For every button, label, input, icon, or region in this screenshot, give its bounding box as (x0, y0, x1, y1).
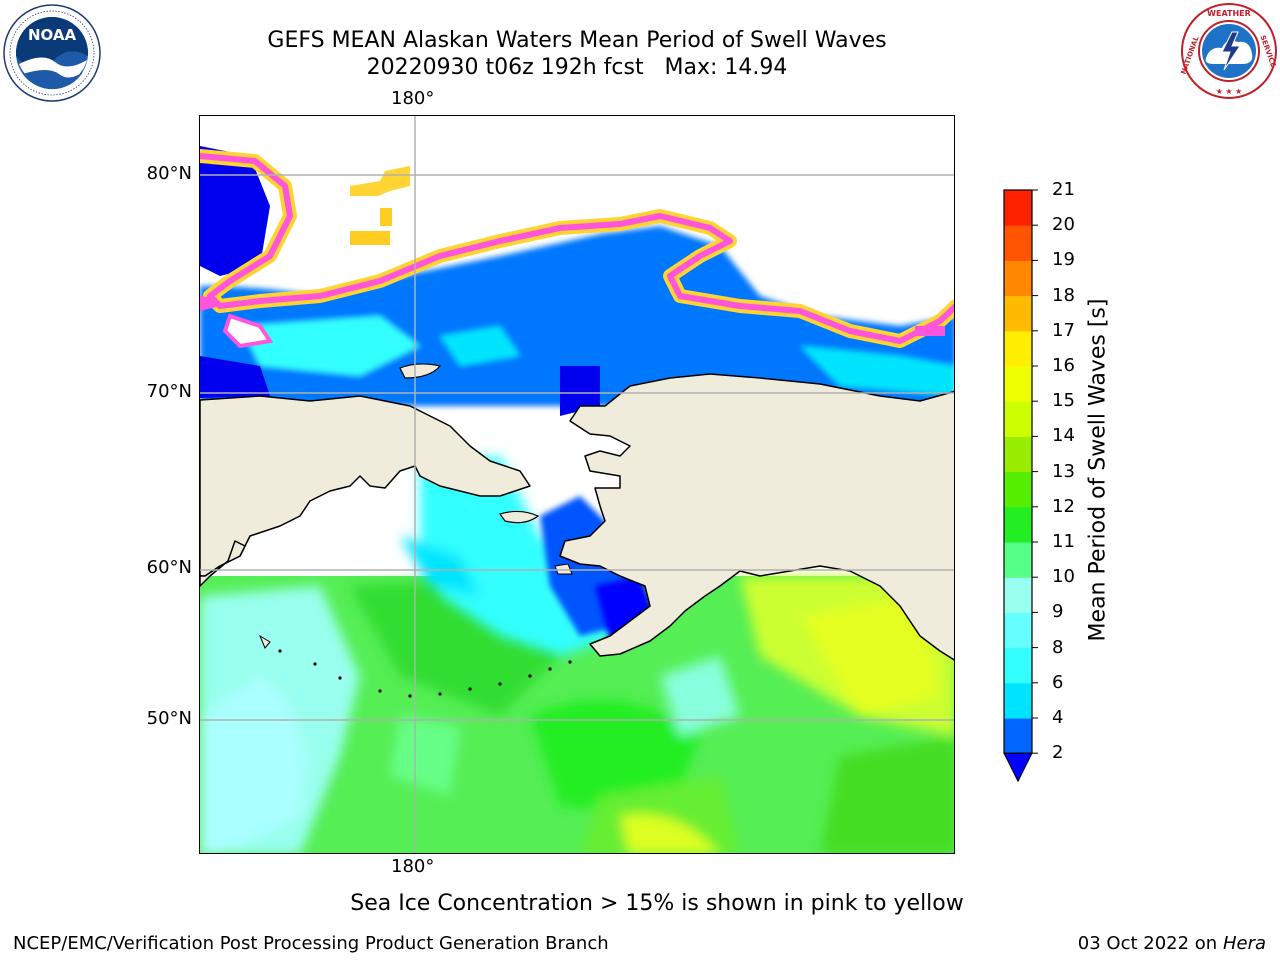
colorbar-segment (1004, 542, 1032, 578)
colorbar-segment (1004, 718, 1032, 754)
svg-text:WEATHER: WEATHER (1207, 9, 1251, 18)
colorbar-tick-label: 19 (1052, 249, 1075, 271)
colorbar-extend-arrow (1003, 752, 1033, 783)
colorbar-segment (1004, 366, 1032, 402)
colorbar-segment (1004, 647, 1032, 684)
colorbar-tick-label: 13 (1052, 460, 1075, 482)
colorbar-tick-label: 4 (1052, 707, 1064, 728)
colorbar-tick-label: 17 (1052, 319, 1075, 341)
lat-label-80: 80°N (146, 163, 192, 184)
footer-date: 03 Oct 2022 on Hera (1077, 933, 1266, 954)
sea-ice-note: Sea Ice Concentration > 15% is shown in … (350, 891, 964, 916)
map-panel (199, 115, 955, 854)
colorbar-tick-label: 16 (1052, 355, 1075, 376)
colorbar-tick-label: 10 (1052, 566, 1075, 588)
lat-label-50: 50°N (146, 708, 192, 729)
colorbar-title: Mean Period of Swell Waves [s] (1085, 298, 1111, 642)
chart-subtitle: 20220930 t06z 192h fcst Max: 14.94 (366, 55, 788, 80)
swell-period-map (200, 116, 954, 853)
svg-text:★ ★ ★: ★ ★ ★ (1216, 87, 1243, 96)
colorbar-segment (1004, 436, 1032, 473)
colorbar-tick-label: 21 (1052, 179, 1075, 200)
colorbar-tick-label: 11 (1052, 531, 1075, 552)
colorbar-tick-label: 9 (1052, 601, 1064, 623)
footer-credit: NCEP/EMC/Verification Post Processing Pr… (13, 933, 609, 954)
colorbar-segment (1004, 577, 1032, 613)
colorbar-tick-label: 18 (1052, 284, 1075, 306)
colorbar-segment (1004, 295, 1032, 332)
colorbar-segment (1004, 682, 1032, 719)
colorbar-tick-label: 12 (1052, 495, 1075, 517)
lon-label-top: 180° (391, 88, 435, 109)
chart-title: GEFS MEAN Alaskan Waters Mean Period of … (267, 28, 887, 53)
colorbar-segment (1004, 471, 1032, 508)
footer-host: Hera (1222, 933, 1266, 954)
colorbar-tick-label: 8 (1052, 636, 1064, 658)
noaa-logo: NOAA (3, 4, 101, 102)
colorbar-segment (1004, 225, 1032, 261)
colorbar-segment (1004, 260, 1032, 297)
colorbar-tick-label: 15 (1052, 390, 1075, 412)
colorbar-segment (1004, 401, 1032, 437)
colorbar-segment (1004, 612, 1032, 649)
colorbar-segment (1004, 330, 1032, 367)
colorbar-tick-label: 20 (1052, 214, 1075, 236)
lat-label-60: 60°N (146, 557, 192, 578)
svg-text:NOAA: NOAA (28, 26, 77, 44)
colorbar-bar (1003, 189, 1038, 783)
colorbar-tick-label: 2 (1052, 742, 1064, 764)
colorbar-segment (1004, 190, 1032, 226)
nws-logo: WEATHER NATIONAL SERVICE ★ ★ ★ (1180, 2, 1278, 100)
colorbar-tick-label: 6 (1052, 671, 1064, 693)
lat-label-70: 70°N (146, 381, 192, 402)
colorbar-tick-label: 14 (1052, 425, 1075, 447)
lon-label-bottom: 180° (391, 856, 435, 877)
colorbar-segment (1004, 506, 1032, 543)
